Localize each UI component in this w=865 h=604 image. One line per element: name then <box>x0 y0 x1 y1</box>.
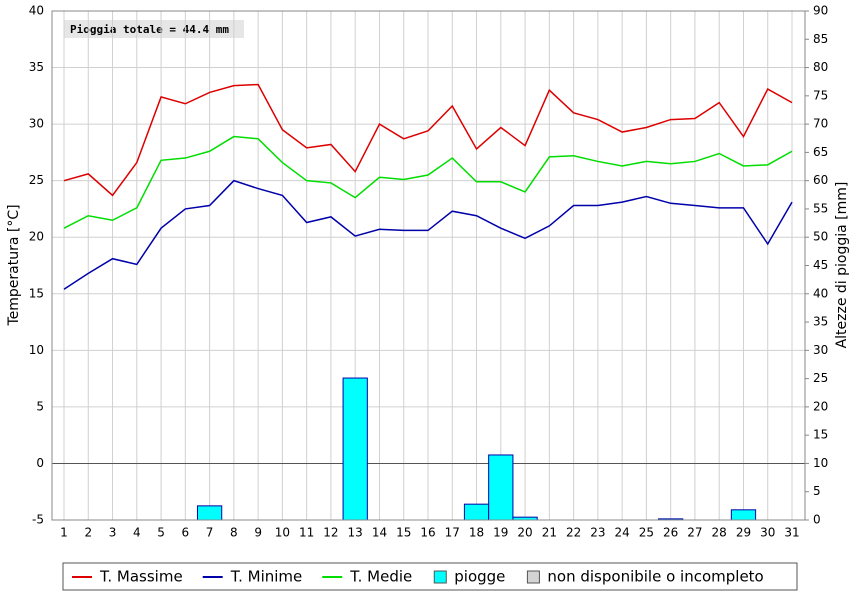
y-tick-label: 35 <box>29 60 44 74</box>
y2-tick-label: 90 <box>813 4 828 18</box>
y2-tick-label: 75 <box>813 88 828 102</box>
y-tick-label: -5 <box>32 513 44 527</box>
y2-tick-label: 15 <box>813 428 828 442</box>
bar <box>488 454 514 521</box>
x-tick-label: 24 <box>614 526 629 540</box>
y-axis-title: Temperatura [°C] <box>6 204 22 326</box>
x-tick-label: 12 <box>323 526 338 540</box>
x-tick-label: 11 <box>299 526 314 540</box>
y2-tick-label: 25 <box>813 371 828 385</box>
x-tick-label: 20 <box>517 526 532 540</box>
x-tick-label: 26 <box>663 526 678 540</box>
plot-border <box>51 10 806 521</box>
x-tick-label: 31 <box>784 526 799 540</box>
x-tick-label: 10 <box>275 526 290 540</box>
x-tick-label: 3 <box>109 526 117 540</box>
x-tick-label: 29 <box>736 526 751 540</box>
x-tick-label: 23 <box>590 526 605 540</box>
y2-tick-label: 0 <box>813 513 821 527</box>
x-tick-label: 5 <box>157 526 165 540</box>
legend-label: non disponibile o incompleto <box>547 568 763 586</box>
y2-axis-title: Altezze di pioggia [mm] <box>834 182 850 349</box>
bar <box>342 377 368 521</box>
y2-tick-label: 40 <box>813 286 828 300</box>
x-tick-label: 30 <box>760 526 775 540</box>
y2-tick-label: 10 <box>813 456 828 470</box>
y-tick-label: 25 <box>29 173 44 187</box>
line <box>63 83 793 197</box>
x-tick-label: 28 <box>712 526 727 540</box>
x-tick-label: 18 <box>469 526 484 540</box>
y2-tick-label: 55 <box>813 201 828 215</box>
y-tick-label: 10 <box>29 343 44 357</box>
bar <box>730 509 757 521</box>
legend-label: T. Medie <box>349 568 412 586</box>
y-tick-label: 15 <box>29 286 44 300</box>
y2-tick-label: 65 <box>813 145 828 159</box>
y2-tick-label: 80 <box>813 60 828 74</box>
y2-tick-label: 30 <box>813 343 828 357</box>
x-tick-label: 22 <box>566 526 581 540</box>
legend-label: T. Massime <box>99 568 183 586</box>
y-tick-label: 0 <box>36 456 44 470</box>
y-tick-label: 5 <box>36 399 44 413</box>
y-tick-label: 30 <box>29 117 44 131</box>
x-tick-label: 15 <box>396 526 411 540</box>
y2-tick-label: 60 <box>813 173 828 187</box>
x-tick-label: 2 <box>84 526 92 540</box>
x-tick-label: 8 <box>230 526 238 540</box>
x-tick-label: 27 <box>687 526 702 540</box>
y2-tick-label: 20 <box>813 399 828 413</box>
y2-tick-label: 45 <box>813 258 828 272</box>
x-tick-label: 6 <box>182 526 190 540</box>
legend-swatch <box>526 570 540 584</box>
x-tick-label: 4 <box>133 526 141 540</box>
annotation-box <box>64 20 244 38</box>
x-tick-label: 19 <box>493 526 508 540</box>
legend-label: T. Minime <box>230 568 303 586</box>
y2-tick-label: 85 <box>813 32 828 46</box>
x-tick-label: 17 <box>445 526 460 540</box>
x-tick-label: 7 <box>206 526 214 540</box>
legend-swatch <box>433 570 447 584</box>
x-tick-label: 14 <box>372 526 387 540</box>
bar <box>463 503 490 521</box>
x-tick-label: 21 <box>542 526 557 540</box>
y2-tick-label: 70 <box>813 117 828 131</box>
x-tick-label: 25 <box>639 526 654 540</box>
legend-label: piogge <box>454 568 505 586</box>
y-tick-label: 20 <box>29 230 44 244</box>
y-tick-label: 40 <box>29 4 44 18</box>
y2-tick-label: 35 <box>813 315 828 329</box>
legend <box>62 562 798 591</box>
x-tick-label: 9 <box>254 526 262 540</box>
annotation: Pioggia totale = 44.4 mm <box>70 23 229 36</box>
line <box>63 135 793 229</box>
line <box>63 179 793 290</box>
x-tick-label: 13 <box>348 526 363 540</box>
bar <box>196 505 223 521</box>
x-tick-label: 16 <box>420 526 435 540</box>
x-tick-label: 1 <box>60 526 68 540</box>
y2-tick-label: 5 <box>813 484 821 498</box>
y2-tick-label: 50 <box>813 230 828 244</box>
